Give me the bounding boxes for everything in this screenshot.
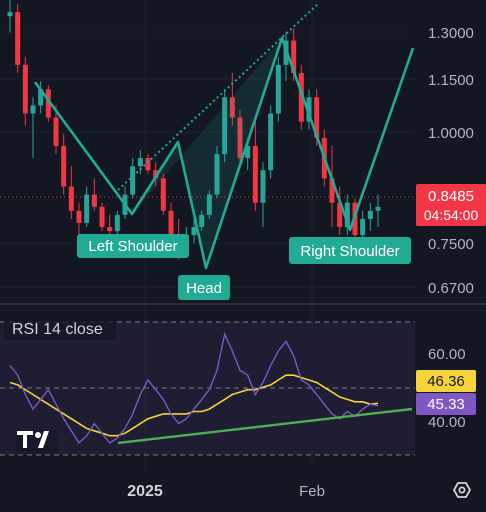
last-price-badge: 0.8485 04:54:00	[416, 184, 486, 226]
time-label-feb: Feb	[299, 483, 325, 500]
candle-body	[68, 186, 74, 211]
candle-body	[206, 194, 212, 215]
rsi-pane[interactable]: RSI 14 close	[0, 316, 415, 456]
price-tick: 1.3000	[428, 25, 474, 42]
candle-body	[160, 178, 166, 211]
candle-body	[137, 158, 143, 167]
price-tick: 1.1500	[428, 72, 474, 89]
candle-body	[99, 206, 105, 228]
head-text: Head	[186, 280, 222, 297]
rsi-value-badge: 45.33	[416, 393, 476, 415]
candle-body	[191, 227, 197, 236]
rsi-line	[9, 331, 379, 444]
candle-body	[222, 97, 228, 155]
candle-body	[22, 64, 28, 114]
left-shoulder-label[interactable]: Left Shoulder	[77, 234, 189, 258]
candle-body	[291, 40, 297, 73]
candle-body	[329, 178, 335, 203]
candle-body	[91, 194, 97, 207]
candle-body	[344, 202, 350, 228]
candle-body	[53, 117, 59, 146]
candle-body	[375, 206, 381, 211]
price-tick: 1.0000	[428, 125, 474, 142]
candle-body	[107, 227, 113, 232]
candle-body	[237, 117, 243, 159]
gear-icon[interactable]	[452, 482, 472, 498]
candle-body	[260, 170, 266, 203]
time-axis[interactable]: 2025 Feb	[0, 472, 486, 512]
candle-body	[252, 145, 258, 203]
rsi-trendline[interactable]	[117, 407, 413, 445]
candle-body	[229, 97, 235, 118]
head-label[interactable]: Head	[178, 275, 230, 300]
neckline-dotted	[117, 3, 319, 191]
head-and-shoulders-pattern[interactable]	[33, 3, 415, 270]
left-shoulder-text: Left Shoulder	[88, 238, 177, 255]
right-shoulder-label[interactable]: Right Shoulder	[289, 237, 411, 264]
last-price-value: 0.8485	[428, 188, 474, 205]
candle-body	[214, 154, 220, 195]
candle-body	[84, 194, 90, 223]
rsi-tick: 40.00	[428, 414, 466, 431]
candle-body	[168, 210, 174, 236]
right-shoulder-text: Right Shoulder	[300, 243, 399, 260]
price-tick: 0.7500	[428, 236, 474, 253]
rsi-ma-badge: 46.36	[416, 370, 476, 392]
rsi-title[interactable]: RSI 14 close	[12, 321, 103, 338]
candle-body	[114, 214, 120, 232]
rsi-ma-line	[9, 374, 379, 437]
rsi-axis[interactable]: 60.00 40.00	[428, 346, 466, 431]
candle-body	[298, 72, 304, 122]
candle-body	[275, 64, 281, 114]
pattern-outline	[33, 36, 415, 270]
pattern-fill	[132, 38, 282, 268]
price-axis[interactable]: 1.3000 1.1500 1.0000 0.7500 0.6700	[428, 25, 474, 297]
candle-body	[130, 166, 136, 195]
candle-body	[15, 12, 21, 65]
candle-body	[245, 145, 251, 159]
tradingview-logo[interactable]	[16, 430, 58, 454]
candle-body	[38, 89, 44, 106]
time-label-2025: 2025	[127, 483, 163, 500]
rsi-title-bg	[4, 316, 116, 340]
bar-countdown: 04:54:00	[424, 207, 479, 223]
rsi-ma-value: 46.36	[427, 373, 465, 390]
rsi-current-value: 45.33	[427, 396, 465, 413]
candle-body	[145, 158, 151, 171]
candle-body	[61, 145, 67, 187]
candle-body	[268, 113, 274, 171]
candle-body	[314, 97, 320, 138]
candle-body	[153, 170, 159, 179]
candle-body	[76, 210, 82, 223]
candle-body	[306, 97, 312, 122]
candle-body	[7, 12, 13, 17]
candle-body	[30, 105, 36, 114]
candle-body	[199, 214, 205, 228]
rsi-tick: 60.00	[428, 346, 466, 363]
candle-body	[367, 210, 373, 219]
candle-body	[45, 89, 51, 118]
candle-body	[337, 202, 343, 228]
candle-body	[360, 218, 366, 236]
price-tick: 0.6700	[428, 280, 474, 297]
